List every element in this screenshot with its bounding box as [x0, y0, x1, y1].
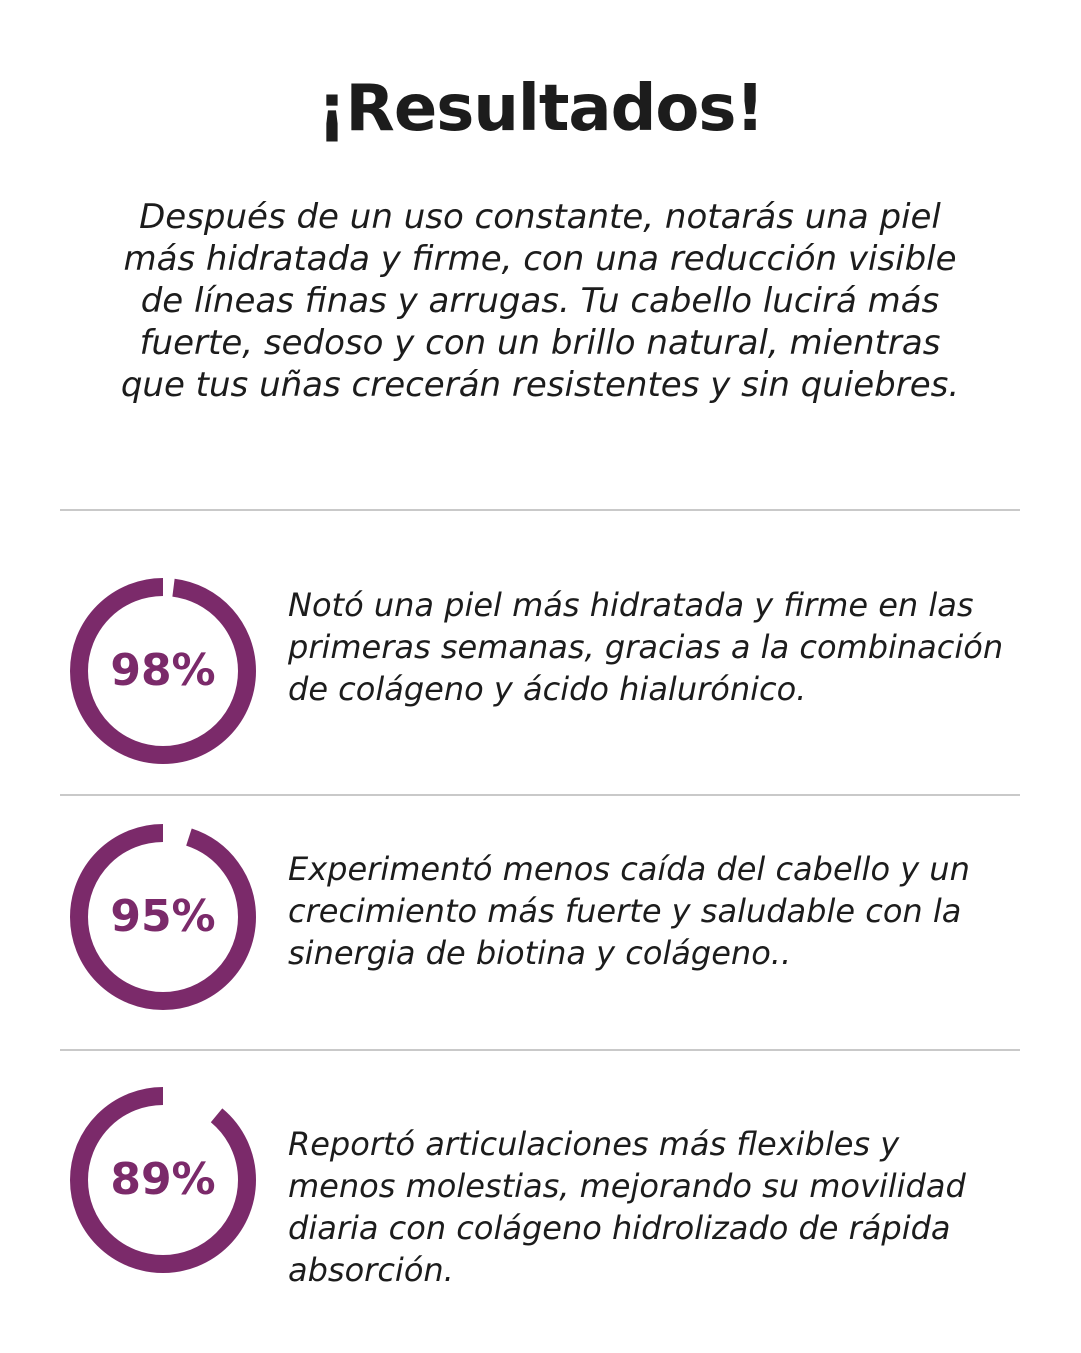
progress-ring: 98%: [70, 578, 256, 764]
stat-percentage: 89%: [110, 1154, 216, 1205]
progress-ring: 89%: [70, 1087, 256, 1273]
intro-paragraph: Después de un uso constante, notarás una…: [120, 197, 960, 405]
stat-description: Experimentó menos caída del cabello y un…: [288, 850, 970, 972]
divider: [60, 509, 1020, 511]
divider: [60, 1049, 1020, 1051]
divider: [60, 794, 1020, 796]
stat-percentage: 98%: [110, 645, 216, 696]
stat-description: Reportó articulaciones más flexibles y m…: [288, 1125, 966, 1289]
progress-ring: 95%: [70, 824, 256, 1010]
progress-ring-graphic: [70, 824, 256, 1010]
progress-ring-graphic: [70, 1087, 256, 1273]
stat-percentage: 95%: [110, 891, 216, 942]
page-title: ¡Resultados!: [317, 72, 764, 146]
progress-ring-graphic: [70, 578, 256, 764]
stat-description: Notó una piel más hidratada y firme en l…: [288, 586, 1004, 708]
